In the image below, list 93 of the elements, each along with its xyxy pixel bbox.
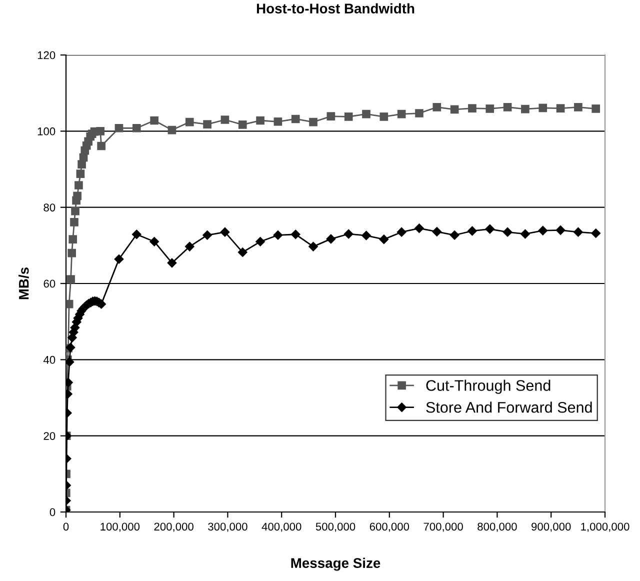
point xyxy=(185,118,194,126)
point xyxy=(521,104,530,114)
point xyxy=(397,110,406,118)
x-tick-label: 400,000 xyxy=(262,522,302,532)
point xyxy=(326,112,336,120)
point xyxy=(114,254,124,264)
point xyxy=(66,342,76,352)
point xyxy=(73,192,82,200)
point xyxy=(591,228,600,238)
point xyxy=(274,117,282,126)
point xyxy=(503,103,512,112)
point xyxy=(256,116,264,125)
point xyxy=(450,230,460,240)
x-axis-title: Message Size xyxy=(291,558,380,571)
point xyxy=(74,181,83,190)
point xyxy=(220,227,230,237)
point xyxy=(150,236,159,246)
point xyxy=(290,230,300,239)
point xyxy=(238,248,248,257)
y-axis-title: MB/s xyxy=(18,267,29,300)
point xyxy=(415,109,424,118)
point xyxy=(485,224,495,234)
x-tick-label: 200,000 xyxy=(154,522,194,532)
point xyxy=(185,242,194,252)
point xyxy=(502,227,512,237)
point xyxy=(167,258,177,268)
point xyxy=(592,104,600,113)
point xyxy=(362,110,370,118)
point xyxy=(344,112,353,121)
point xyxy=(114,124,124,132)
point xyxy=(309,118,318,126)
point xyxy=(538,104,548,112)
point xyxy=(291,114,300,124)
x-tick-label: 600,000 xyxy=(370,522,410,532)
point xyxy=(362,230,371,240)
point xyxy=(97,142,106,150)
point xyxy=(68,235,78,244)
point xyxy=(220,116,230,124)
point xyxy=(574,103,582,112)
point xyxy=(168,126,176,134)
legend-label: Cut-Through Send xyxy=(426,380,550,394)
point xyxy=(273,230,283,240)
x-tick-label: 0 xyxy=(63,522,69,531)
point xyxy=(308,242,318,252)
y-tick-label: 120 xyxy=(38,51,56,60)
point xyxy=(538,226,548,236)
x-tick-label: 700,000 xyxy=(424,522,463,532)
y-tick-label: 0 xyxy=(50,508,56,516)
point xyxy=(256,236,265,246)
point xyxy=(202,230,212,240)
y-tick-label: 60 xyxy=(44,280,56,288)
x-tick-label: 300,000 xyxy=(208,522,248,532)
point xyxy=(203,120,212,128)
point xyxy=(380,112,388,121)
point xyxy=(66,275,75,284)
chart-title: Host-to-Host Bandwidth xyxy=(256,3,414,14)
point xyxy=(468,104,476,112)
y-tick-label: 80 xyxy=(44,204,56,212)
point xyxy=(574,227,583,237)
point xyxy=(66,300,74,308)
point xyxy=(468,226,477,236)
x-tick-label: 500,000 xyxy=(316,522,356,532)
y-tick-label: 40 xyxy=(43,356,56,364)
point xyxy=(78,160,86,168)
point xyxy=(556,226,566,235)
x-tick-label: 900,000 xyxy=(532,522,571,532)
x-tick-label: 1,000,000 xyxy=(581,522,630,532)
point xyxy=(132,230,142,239)
point xyxy=(520,229,530,239)
point xyxy=(132,124,141,132)
point xyxy=(70,218,78,226)
point xyxy=(68,248,76,258)
point xyxy=(344,229,354,239)
point xyxy=(71,206,80,216)
point xyxy=(432,103,442,112)
point xyxy=(238,120,247,129)
point xyxy=(379,234,389,244)
x-tick-label: 100,000 xyxy=(100,522,140,532)
point xyxy=(150,116,158,125)
point xyxy=(396,227,406,237)
point xyxy=(76,170,85,178)
point xyxy=(66,357,74,367)
point xyxy=(450,105,459,114)
point xyxy=(556,104,565,112)
legend-label: Store And Forward Send xyxy=(426,402,592,413)
y-tick-label: 100 xyxy=(38,127,56,136)
point xyxy=(414,224,424,233)
point xyxy=(96,127,104,136)
y-tick-label: 20 xyxy=(44,432,56,440)
point xyxy=(486,104,494,113)
x-tick-label: 800,000 xyxy=(478,522,517,532)
point xyxy=(432,227,442,236)
point xyxy=(326,234,336,244)
